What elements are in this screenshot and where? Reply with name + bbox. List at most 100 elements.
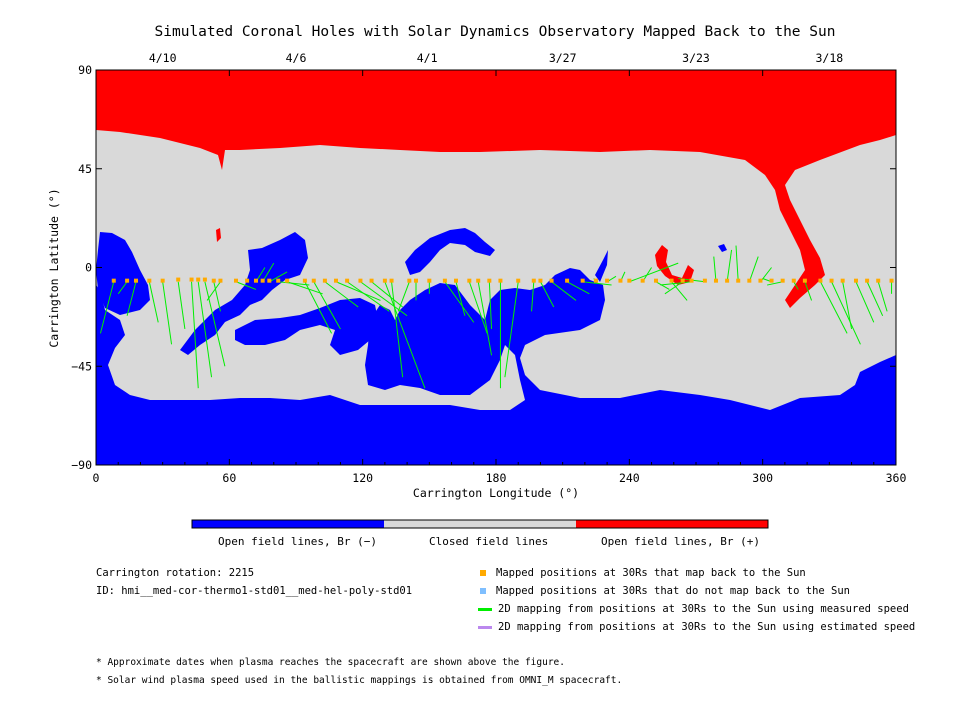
mapped-point [736, 278, 741, 283]
mapped-point [802, 278, 807, 283]
mapping-line [671, 281, 688, 301]
mapping-line [842, 281, 853, 330]
mapped-point [358, 278, 363, 283]
plot-area [96, 70, 896, 465]
mapping-line [191, 281, 199, 389]
colorbar-label-positive: Open field lines, Br (+) [601, 535, 760, 548]
mapped-point [476, 278, 481, 283]
mapping-line [504, 281, 519, 378]
mapped-point [382, 278, 387, 283]
mapped-point [345, 278, 350, 283]
mapped-point [791, 278, 796, 283]
negative-hole-north-arc [405, 228, 495, 275]
mapped-point [311, 278, 316, 283]
mapping-line [162, 281, 173, 345]
top-date-label: 4/1 [417, 51, 438, 65]
legend-green-line-icon [478, 607, 492, 611]
colorbar-segment [384, 520, 576, 528]
mapped-point [160, 278, 165, 283]
mapped-point [627, 278, 632, 283]
legend-measured-speed: 2D mapping from positions at 30Rs to the… [478, 603, 909, 615]
mapped-point [267, 278, 272, 283]
mapping-line [384, 281, 426, 389]
mapped-point [202, 277, 207, 282]
mapped-point [369, 278, 374, 283]
mapped-point [176, 277, 181, 282]
chart-title: Simulated Coronal Holes with Solar Dynam… [155, 24, 836, 40]
mapping-line [126, 281, 137, 316]
positive-spot-2 [655, 245, 694, 285]
y-axis: 90 45 0 −45 −90 [71, 63, 896, 472]
top-date-label: 4/6 [286, 51, 307, 65]
legend-orange-square-icon [480, 570, 486, 576]
mapping-line [855, 281, 875, 323]
y-tick-label: 90 [78, 63, 92, 77]
mapping-line [468, 281, 488, 334]
mapping-line [713, 256, 717, 282]
south-negative-coronal-hole [96, 268, 896, 465]
legend-label: 2D mapping from positions at 30Rs to the… [498, 603, 909, 615]
legend-label: Mapped positions at 30Rs that do not map… [496, 585, 851, 597]
mapping-line [820, 281, 848, 334]
positive-spot-1 [216, 228, 221, 242]
mapped-point [276, 278, 281, 283]
mapping-line [262, 262, 275, 283]
mapping-line [804, 281, 813, 301]
x-axis-label: Carrington Longitude (°) [413, 486, 579, 500]
mapping-line [346, 281, 390, 312]
mapping-line [304, 281, 332, 334]
mapped-point [618, 278, 623, 283]
mapped-point [196, 277, 201, 282]
mapping-line [664, 281, 683, 295]
legend-mapped-back: Mapped positions at 30Rs that map back t… [478, 567, 806, 579]
x-tick-label: 60 [222, 471, 236, 485]
legend-purple-line-icon [478, 625, 492, 629]
top-date-label: 3/23 [682, 51, 710, 65]
mapping-line [566, 281, 590, 295]
mapped-point [780, 278, 785, 283]
mapping-line [877, 281, 888, 312]
mapping-line [551, 281, 577, 301]
colorbar-frame [191, 519, 769, 529]
mapping-line [793, 281, 799, 290]
y-tick-label: −90 [71, 458, 92, 472]
mapping-line [477, 281, 493, 356]
mapped-point [549, 278, 554, 283]
mapped-point [580, 278, 585, 283]
mapped-point [889, 278, 894, 283]
mapping-line [455, 281, 466, 316]
mapped-point [407, 278, 412, 283]
mapped-point [302, 278, 307, 283]
x-tick-label: 240 [619, 471, 640, 485]
mapping-line [213, 281, 221, 312]
mapped-point [147, 278, 152, 283]
mapped-point [640, 278, 645, 283]
legend-estimated-speed: 2D mapping from positions at 30Rs to the… [478, 621, 915, 633]
mapped-points [111, 277, 894, 283]
mapped-point [189, 277, 194, 282]
mapped-point [234, 278, 238, 283]
mapping-line [444, 281, 475, 323]
mapped-point [747, 278, 752, 283]
mapped-point [498, 278, 503, 283]
top-date-label: 3/18 [815, 51, 843, 65]
colorbar-segment [192, 520, 384, 528]
mapped-point [260, 278, 265, 283]
negative-hole-small [718, 244, 727, 252]
negative-hole-equatorial-west [96, 232, 150, 315]
mapping-line [726, 249, 733, 282]
north-positive-coronal-hole [96, 70, 896, 308]
legend-blue-square-icon [480, 588, 486, 594]
mapped-point [689, 278, 694, 283]
x-tick-label: 120 [352, 471, 373, 485]
x-tick-label: 300 [752, 471, 773, 485]
mapping-line [335, 281, 381, 301]
mapping-line [735, 245, 739, 282]
mapped-point [245, 278, 250, 283]
mapped-point [467, 278, 472, 283]
mapped-point [211, 278, 216, 283]
mapped-point [605, 278, 610, 283]
mapped-point [854, 278, 858, 283]
carrington-rotation: Carrington rotation: 2215 [96, 567, 255, 579]
mapped-point [442, 278, 447, 283]
